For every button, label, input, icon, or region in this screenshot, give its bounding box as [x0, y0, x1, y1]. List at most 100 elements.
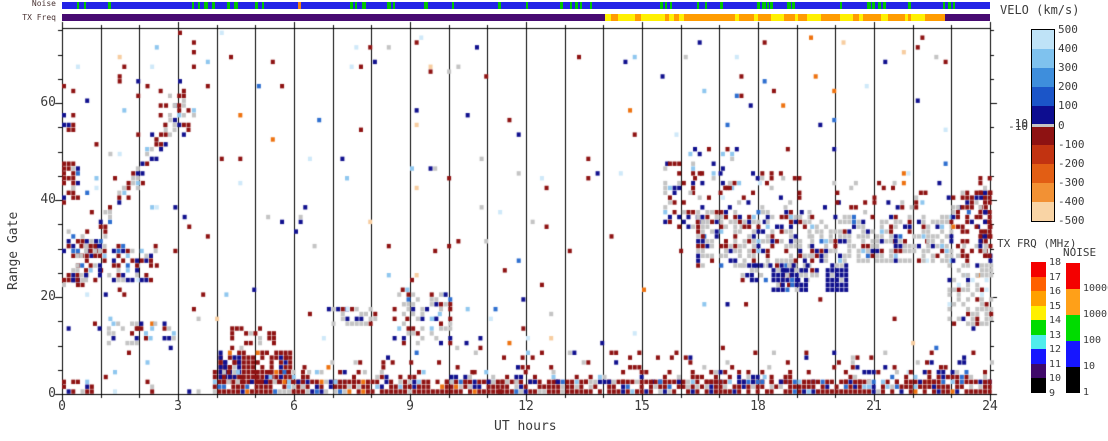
tx-freq-stripe: [646, 14, 653, 21]
y-tick-label: 40: [40, 192, 56, 208]
tx-freq-stripe: [626, 14, 635, 21]
tx-freq-stripe: [745, 14, 754, 21]
x-tick-label: 6: [290, 399, 298, 414]
tx-freq-stripe: [705, 14, 709, 21]
tx-freq-colorbar-segment: [1031, 291, 1046, 306]
noise-level-tick: [669, 2, 672, 9]
tx-freq-stripe: [930, 14, 937, 21]
noise-level-tick: [839, 2, 842, 9]
tx-freq-stripe: [664, 14, 669, 21]
velocity-colorbar-label: -500: [1058, 214, 1085, 227]
noise-level-tick: [757, 2, 761, 9]
velocity-colorbar-label: 400: [1058, 42, 1078, 56]
tx-freq-colorbar-segment: [1031, 320, 1046, 335]
velocity-colorbar-segment: [1032, 68, 1054, 89]
tx-freq-stripe: [806, 14, 812, 21]
tx-freq-stripe: [852, 14, 859, 21]
tx-freq-stripe: [869, 14, 874, 21]
tx-freq-stripe: [834, 14, 840, 21]
noise-level-tick: [942, 2, 945, 9]
noise-level-tick: [423, 2, 428, 9]
noise-level-tick-high: [297, 2, 301, 9]
tx-freq-stripe: [738, 14, 746, 21]
tx-freq-stripe: [614, 14, 618, 21]
x-tick-label: 15: [634, 399, 650, 414]
tx-freq-stripe: [790, 14, 795, 21]
noise-level-tick: [560, 2, 564, 9]
noise-level-tick: [526, 2, 528, 9]
tx-freq-colorbar-label: 16: [1049, 286, 1062, 298]
noise-level-tick: [866, 2, 871, 9]
tx-freq-stripe: [713, 14, 722, 21]
noise-level-tick: [451, 2, 454, 9]
tx-freq-stripe: [617, 14, 627, 21]
tx-freq-colorbar-segment: [1031, 349, 1046, 364]
velocity-colorbar-segment: [1032, 106, 1054, 125]
noise-colorbar-label: 10: [1083, 361, 1096, 372]
tx-freq-stripe: [678, 14, 684, 21]
noise-colorbar-segment: [1066, 367, 1080, 393]
tx-freq-stripe: [683, 14, 691, 21]
y-tick-label: 60: [40, 95, 56, 111]
tx-freq-stripe: [702, 14, 706, 21]
noise-level-tick: [948, 2, 952, 9]
noise-colorbar-title: NOISE: [1063, 246, 1097, 259]
noise-colorbar-segment: [1066, 289, 1080, 315]
tx-freq-colorbar-segment: [1031, 363, 1046, 379]
x-axis-title: UT hours: [494, 419, 557, 434]
velocity-colorbar: [1031, 29, 1055, 222]
noise-level-tick: [786, 2, 791, 9]
tx-freq-colorbar-segment: [1031, 334, 1046, 350]
velocity-colorbar-label: -100: [1058, 137, 1085, 151]
tx-freq-colorbar-segment: [1031, 305, 1046, 321]
noise-level-tick: [203, 2, 208, 9]
tx-freq-stripe: [896, 14, 905, 21]
noise-colorbar-segment: [1066, 341, 1080, 367]
velocity-colorbar-label: 500: [1058, 23, 1078, 36]
tx-freq-stripe: [873, 14, 881, 21]
tx-freq-colorbar-title: TX FRQ (MHz): [997, 237, 1077, 250]
noise-level-tick: [761, 2, 766, 9]
tx-freq-colorbar-label: 13: [1049, 329, 1062, 341]
tx-freq-stripe: [830, 14, 835, 21]
tx-freq-stripe: [634, 14, 638, 21]
tx-freq-stripe: [904, 14, 908, 21]
tx-freq-stripe: [727, 14, 732, 21]
tx-freq-colorbar-segment: [1031, 276, 1046, 292]
tx-freq-stripe: [919, 14, 925, 21]
noise-colorbar-segment: [1066, 263, 1080, 289]
tx-freq-colorbar-label: 14: [1049, 315, 1062, 327]
noise-level-tick: [952, 2, 955, 9]
velocity-colorbar-segment: [1032, 163, 1054, 184]
tx-freq-colorbar-label: 10: [1049, 373, 1062, 385]
noise-level-tick: [705, 2, 708, 9]
tx-freq-stripe: [890, 14, 897, 21]
noise-level-tick: [212, 2, 216, 9]
tx-freq-stripe: [820, 14, 828, 21]
tx-freq-colorbar: [1031, 262, 1046, 393]
x-tick-label: 9: [406, 399, 414, 414]
x-tick-label: 24: [982, 399, 998, 414]
x-tick-label: 0: [58, 399, 66, 414]
tx-freq-colorbar-label: 11: [1049, 358, 1062, 370]
tx-freq-stripe: [761, 14, 771, 21]
velocity-colorbar-label: -300: [1058, 175, 1085, 189]
y-axis-title: Range Gate: [6, 211, 21, 290]
tx-freq-colorbar-segment: [1031, 262, 1046, 277]
noise-level-tick: [261, 2, 264, 9]
tx-freq-stripe: [880, 14, 888, 21]
x-tick-label: 12: [518, 399, 534, 414]
tx-freq-stripe: [721, 14, 728, 21]
noise-level-tick: [767, 2, 770, 9]
noise-colorbar-label: 1000: [1083, 309, 1108, 320]
tx-freq-stripe: [794, 14, 798, 21]
x-tick-label: 18: [750, 399, 766, 414]
noise-level-tick: [770, 2, 774, 9]
noise-level-tick: [76, 2, 79, 9]
tx-freq-colorbar-label: 15: [1049, 300, 1062, 312]
tx-freq-stripe: [757, 14, 762, 21]
noise-colorbar-label: 10000: [1083, 283, 1108, 294]
tx-freq-stripe: [887, 14, 891, 21]
noise-level-tick: [665, 2, 668, 9]
